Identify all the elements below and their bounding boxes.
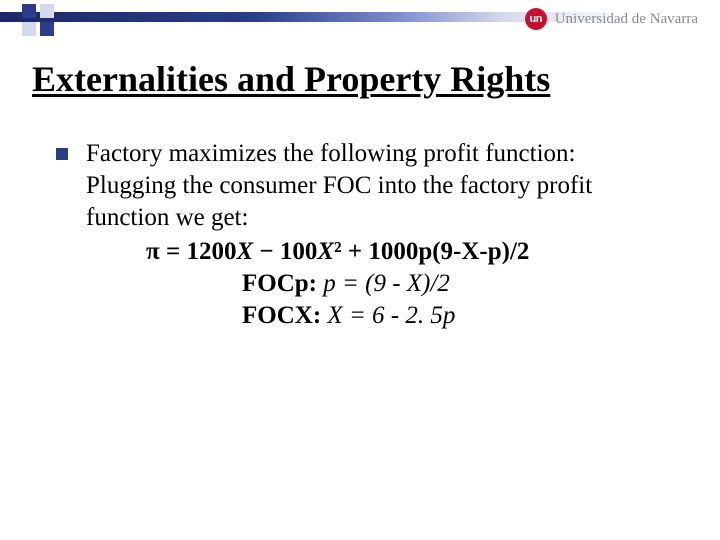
equation-block: π = 1200X − 100X² + 1000p(9-X-p)/2 FOCp:…: [86, 236, 666, 332]
foc-expr: = 6 - 2. 5p: [343, 302, 456, 329]
header: un Universidad de Navarra: [0, 0, 720, 40]
eq-var: X: [236, 238, 253, 265]
foc-expr: X: [321, 302, 343, 329]
foc-expr: p: [317, 270, 336, 297]
eq-part: + 1000p(9-X-p)/2: [342, 238, 530, 265]
eq-var: X: [317, 238, 334, 265]
foc-expr: = (9 - X)/2: [336, 270, 450, 297]
header-square-icon: [40, 22, 54, 36]
slide-title: Externalities and Property Rights: [32, 58, 550, 100]
eq-part: ²: [334, 238, 342, 265]
bullet-item: Factory maximizes the following profit f…: [56, 138, 666, 332]
equation-main: π = 1200X − 100X² + 1000p(9-X-p)/2: [86, 236, 666, 268]
foc-label: FOCp:: [242, 270, 317, 297]
header-square-icon: [40, 4, 54, 18]
bullet-text: Factory maximizes the following profit f…: [86, 138, 666, 332]
equation-foc-p: FOCp: p = (9 - X)/2: [86, 268, 666, 300]
body-line-2: Plugging the consumer FOC into the facto…: [86, 170, 666, 234]
header-square-icon: [22, 4, 36, 18]
header-square-icon: [22, 22, 36, 36]
equation-foc-x: FOCX: X = 6 - 2. 5p: [86, 300, 666, 332]
logo-text: Universidad de Navarra: [555, 11, 698, 28]
university-logo: un Universidad de Navarra: [525, 8, 698, 30]
eq-part: π = 1200: [146, 238, 236, 265]
body-line-1: Factory maximizes the following profit f…: [86, 138, 666, 170]
bullet-icon: [56, 148, 68, 160]
logo-badge-icon: un: [525, 8, 547, 30]
eq-part: − 100: [253, 238, 317, 265]
foc-label: FOCX:: [242, 302, 321, 329]
slide: un Universidad de Navarra Externalities …: [0, 0, 720, 540]
body-content: Factory maximizes the following profit f…: [56, 138, 666, 332]
